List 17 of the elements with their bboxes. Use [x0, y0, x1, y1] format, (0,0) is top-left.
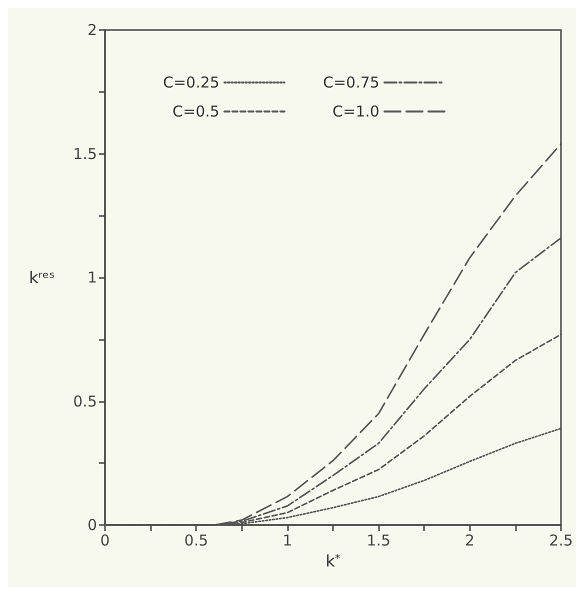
legend-label: C=0.5 [172, 102, 220, 120]
x-tick-label: 0 [100, 532, 110, 550]
y-tick-label: 0.5 [73, 392, 97, 410]
x-axis-title: k* [326, 552, 341, 570]
y-tick-label: 1.5 [73, 144, 97, 163]
y-axis-title: kʳᵉˢ [28, 268, 56, 287]
legend-label: C=0.75 [322, 74, 380, 92]
y-tick-label: 2 [87, 21, 97, 39]
x-tick-label: 1 [282, 532, 292, 550]
legend-label: C=1.0 [332, 102, 380, 120]
x-tick-label: 0.5 [184, 532, 208, 550]
x-tick-label: 2.5 [549, 532, 573, 550]
legend-label: C=0.25 [162, 74, 220, 92]
x-tick-label: 2 [465, 532, 475, 550]
x-tick-label: 1.5 [366, 532, 391, 550]
y-tick-label: 0 [87, 516, 97, 534]
y-tick-label: 1 [87, 268, 97, 286]
